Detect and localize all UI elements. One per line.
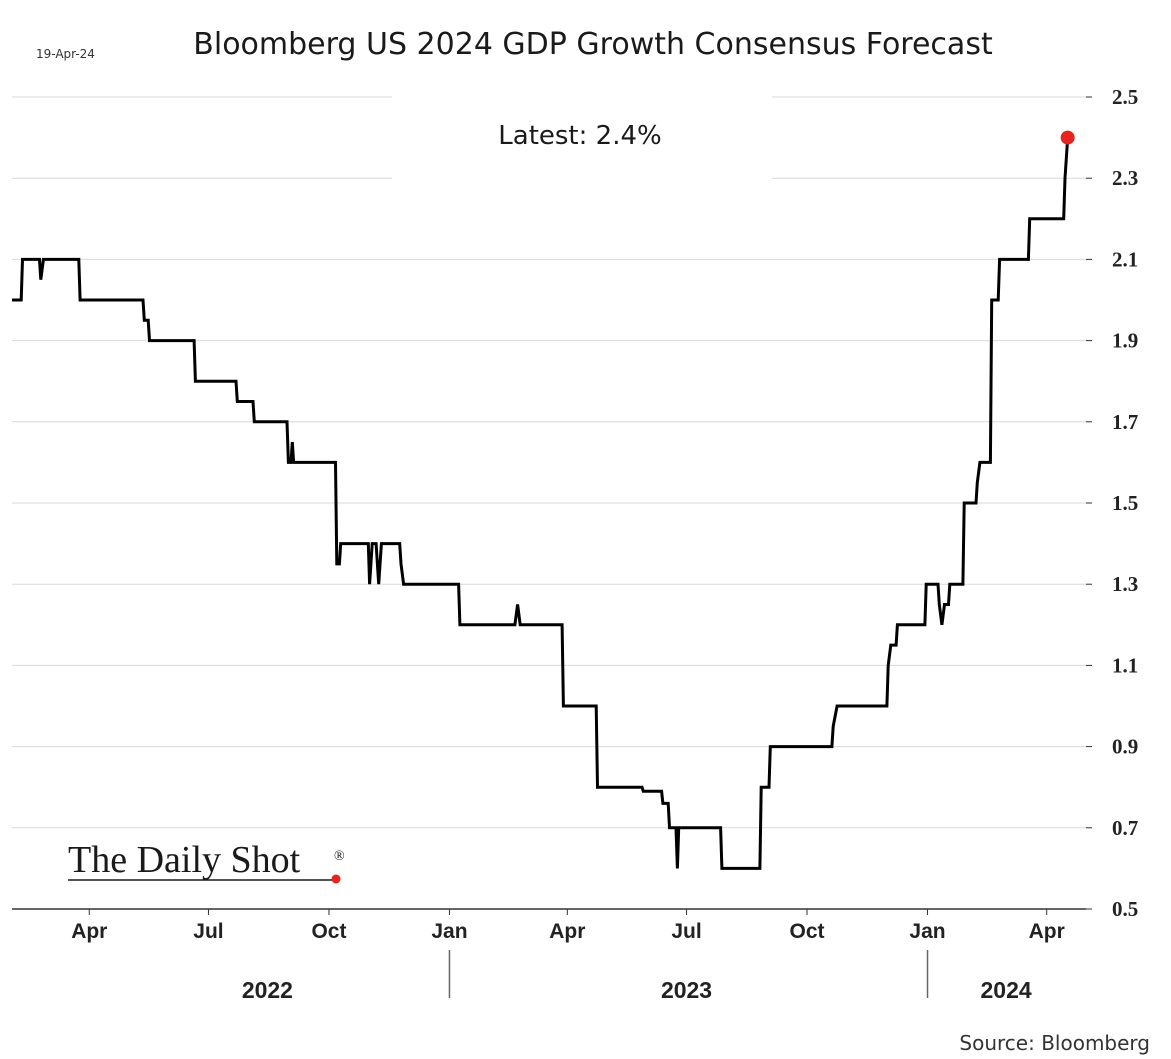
logo-text: The Daily Shot xyxy=(68,839,301,881)
y-axis-ticks: 0.5 0.7 0.9 1.1 1.3 1.5 1.7 1.9 2.1 2.3 2.5 xyxy=(1086,85,1138,921)
x-tick-label: Jul xyxy=(671,920,701,943)
source-note: Source: Bloomberg xyxy=(959,1031,1150,1055)
x-year-label: 2022 xyxy=(242,977,293,1003)
date-stamp: 19-Apr-24 xyxy=(36,47,95,61)
x-tick-label: Oct xyxy=(311,920,346,943)
x-tick-label: Oct xyxy=(790,920,825,943)
x-tick-label: Apr xyxy=(1029,920,1065,943)
x-tick-label: Apr xyxy=(71,920,107,943)
y-tick-label: 0.7 xyxy=(1112,816,1138,840)
logo-red-dot xyxy=(331,874,341,884)
latest-annotation: Latest: 2.4% xyxy=(498,121,661,151)
y-tick-label: 2.3 xyxy=(1112,166,1138,190)
logo: The Daily Shot ® xyxy=(68,839,345,884)
x-axis-years: 2022 2023 2024 xyxy=(242,950,1032,1003)
latest-point-marker xyxy=(1060,130,1075,145)
y-tick-label: 2.5 xyxy=(1112,85,1138,109)
x-axis-ticks: Apr Jul Oct Jan Apr Jul Oct Jan Apr xyxy=(71,909,1065,943)
gdp-forecast-line xyxy=(12,137,1070,870)
x-year-label: 2024 xyxy=(981,977,1032,1003)
x-tick-label: Apr xyxy=(549,920,585,943)
annotation-backdrop xyxy=(392,88,772,188)
x-tick-label: Jul xyxy=(193,920,223,943)
y-tick-label: 2.1 xyxy=(1112,247,1138,271)
x-tick-label: Jan xyxy=(431,920,467,943)
y-tick-label: 0.9 xyxy=(1112,735,1138,759)
x-tick-label: Jan xyxy=(909,920,945,943)
y-tick-label: 0.5 xyxy=(1112,897,1138,921)
gridlines xyxy=(12,96,1086,829)
y-tick-label: 1.9 xyxy=(1112,329,1138,353)
chart-title: Bloomberg US 2024 GDP Growth Consensus F… xyxy=(193,27,993,62)
y-tick-label: 1.1 xyxy=(1112,653,1138,677)
x-year-label: 2023 xyxy=(661,977,712,1003)
y-tick-label: 1.7 xyxy=(1112,410,1138,434)
y-tick-label: 1.3 xyxy=(1112,572,1138,596)
logo-registered-mark: ® xyxy=(334,849,345,864)
y-tick-label: 1.5 xyxy=(1112,491,1138,515)
